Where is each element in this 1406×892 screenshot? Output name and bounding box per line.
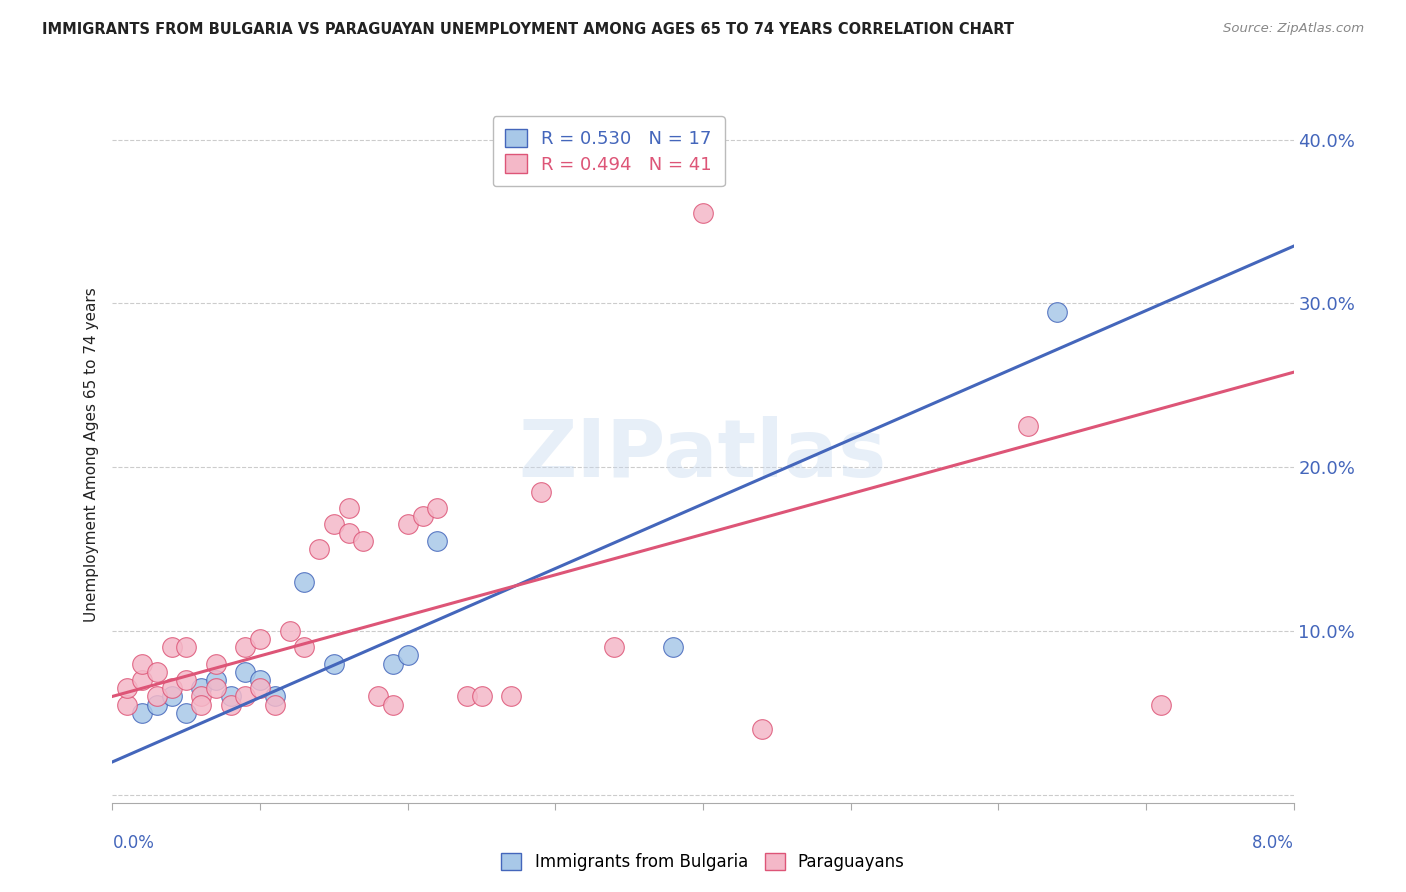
Point: [278, 624, 301, 638]
Point: [219, 698, 242, 712]
Point: [382, 657, 405, 671]
Point: [146, 690, 169, 704]
Point: [337, 525, 360, 540]
Point: [412, 509, 434, 524]
Point: [264, 698, 287, 712]
Point: [233, 690, 256, 704]
Point: [117, 698, 138, 712]
Point: [323, 657, 346, 671]
Point: [205, 673, 228, 687]
Legend: Immigrants from Bulgaria, Paraguayans: Immigrants from Bulgaria, Paraguayans: [494, 845, 912, 880]
Point: [264, 690, 287, 704]
Point: [249, 632, 271, 646]
Point: [396, 648, 419, 663]
Point: [292, 640, 315, 655]
Point: [174, 640, 197, 655]
Point: [174, 706, 197, 720]
Point: [382, 698, 405, 712]
Point: [190, 690, 212, 704]
Point: [1150, 698, 1173, 712]
Point: [249, 681, 271, 696]
Point: [529, 484, 551, 499]
Point: [662, 640, 685, 655]
Point: [205, 681, 228, 696]
Point: [501, 690, 523, 704]
Point: [308, 542, 330, 557]
Point: [117, 681, 138, 696]
Point: [1017, 419, 1039, 434]
Point: [174, 673, 197, 687]
Point: [323, 517, 346, 532]
Text: ZIPatlas: ZIPatlas: [519, 416, 887, 494]
Point: [190, 698, 212, 712]
Point: [190, 681, 212, 696]
Point: [426, 501, 449, 516]
Point: [471, 690, 494, 704]
Point: [352, 533, 374, 548]
Point: [456, 690, 478, 704]
Point: [396, 517, 419, 532]
Point: [131, 673, 153, 687]
Point: [692, 206, 714, 220]
Text: 8.0%: 8.0%: [1251, 834, 1294, 852]
Point: [160, 640, 183, 655]
Point: [233, 665, 256, 679]
Point: [146, 698, 169, 712]
Point: [146, 665, 169, 679]
Legend: R = 0.530   N = 17, R = 0.494   N = 41: R = 0.530 N = 17, R = 0.494 N = 41: [492, 116, 724, 186]
Point: [426, 533, 449, 548]
Point: [160, 681, 183, 696]
Point: [292, 574, 315, 589]
Point: [160, 690, 183, 704]
Point: [131, 657, 153, 671]
Text: 0.0%: 0.0%: [112, 834, 155, 852]
Point: [205, 657, 228, 671]
Point: [367, 690, 389, 704]
Point: [603, 640, 626, 655]
Y-axis label: Unemployment Among Ages 65 to 74 years: Unemployment Among Ages 65 to 74 years: [84, 287, 100, 623]
Text: IMMIGRANTS FROM BULGARIA VS PARAGUAYAN UNEMPLOYMENT AMONG AGES 65 TO 74 YEARS CO: IMMIGRANTS FROM BULGARIA VS PARAGUAYAN U…: [42, 22, 1014, 37]
Point: [1046, 304, 1069, 318]
Point: [131, 706, 153, 720]
Point: [249, 673, 271, 687]
Point: [219, 690, 242, 704]
Point: [337, 501, 360, 516]
Point: [751, 722, 773, 736]
Point: [233, 640, 256, 655]
Text: Source: ZipAtlas.com: Source: ZipAtlas.com: [1223, 22, 1364, 36]
